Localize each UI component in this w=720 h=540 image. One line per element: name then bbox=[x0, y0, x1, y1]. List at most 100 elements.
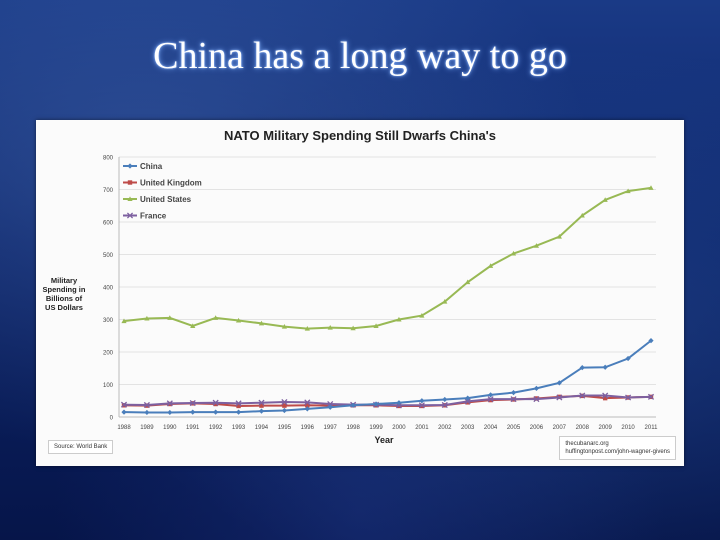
gridlines bbox=[118, 156, 656, 418]
data-point bbox=[305, 403, 310, 408]
data-point bbox=[236, 403, 241, 409]
data-point bbox=[126, 212, 134, 219]
x-tick-label: 1991 bbox=[186, 425, 200, 431]
data-point bbox=[282, 403, 287, 408]
data-point bbox=[259, 403, 264, 408]
data-point bbox=[487, 396, 494, 403]
x-axis-ticks: 1988 1989 1990 1991 1992 1993 1994 1995 1996 1997… bbox=[117, 425, 658, 431]
y-tick-label: 600 bbox=[103, 221, 114, 227]
y-tick-label: 300 bbox=[103, 318, 114, 324]
data-point bbox=[258, 408, 265, 414]
data-point bbox=[121, 318, 127, 324]
x-tick-label: 1997 bbox=[324, 425, 338, 431]
data-point bbox=[121, 409, 127, 415]
data-point bbox=[213, 315, 219, 320]
data-point bbox=[327, 400, 334, 408]
data-point bbox=[419, 313, 425, 318]
legend-label: United States bbox=[140, 195, 192, 204]
data-point bbox=[556, 380, 562, 386]
data-point bbox=[396, 400, 402, 406]
data-point bbox=[143, 401, 150, 409]
x-tick-label: 2003 bbox=[461, 425, 475, 431]
y-axis-ticks: 0 100 200 300 400 500 600 700 800 bbox=[103, 156, 114, 422]
y-tick-label: 0 bbox=[110, 416, 114, 422]
legend-item: China bbox=[123, 162, 163, 171]
legend: China United Kingdom United States France bbox=[123, 162, 202, 221]
x-axis-label: Year bbox=[374, 435, 394, 445]
data-point bbox=[127, 163, 133, 169]
data-point bbox=[189, 399, 196, 407]
y-axis-label-line: Spending in bbox=[43, 285, 86, 294]
data-point bbox=[625, 394, 632, 401]
data-point bbox=[281, 407, 287, 414]
chart-title: NATO Military Spending Still Dwarfs Chin… bbox=[224, 128, 496, 143]
data-point bbox=[350, 402, 356, 408]
data-point bbox=[602, 364, 608, 370]
data-point bbox=[127, 180, 133, 185]
y-tick-label: 200 bbox=[103, 351, 114, 357]
data-point bbox=[556, 394, 563, 401]
data-point bbox=[419, 398, 425, 404]
data-point bbox=[304, 406, 310, 412]
x-tick-label: 1995 bbox=[278, 425, 292, 431]
series-line bbox=[123, 339, 652, 414]
data-point bbox=[190, 409, 196, 415]
data-point bbox=[648, 338, 654, 344]
x-tick-label: 1994 bbox=[255, 425, 269, 431]
x-tick-label: 2010 bbox=[621, 425, 635, 431]
series-china bbox=[121, 338, 654, 416]
y-tick-label: 400 bbox=[103, 286, 114, 292]
data-point bbox=[281, 398, 288, 406]
data-point bbox=[579, 212, 585, 218]
x-tick-label: 1990 bbox=[163, 425, 177, 431]
data-point bbox=[373, 401, 379, 407]
data-point bbox=[373, 323, 379, 328]
x-tick-label: 2007 bbox=[553, 425, 567, 431]
data-point bbox=[647, 393, 655, 400]
data-point bbox=[190, 323, 196, 328]
x-tick-label: 1998 bbox=[346, 425, 360, 431]
data-point bbox=[625, 355, 631, 362]
x-tick-label: 2002 bbox=[438, 425, 452, 431]
x-tick-label: 2005 bbox=[507, 425, 521, 431]
data-point bbox=[510, 250, 517, 256]
y-tick-label: 100 bbox=[103, 383, 114, 389]
data-point bbox=[258, 399, 265, 406]
source-note: Source: World Bank bbox=[48, 440, 114, 454]
legend-item: France bbox=[123, 212, 167, 221]
y-axis-label-line: US Dollars bbox=[45, 303, 83, 312]
data-point bbox=[213, 401, 218, 407]
data-point bbox=[533, 385, 540, 391]
credit-line: huffingtonpost.com/john-wagner-givens bbox=[565, 449, 670, 455]
data-point bbox=[213, 409, 219, 415]
data-point bbox=[304, 399, 311, 406]
data-point bbox=[488, 263, 494, 268]
data-point bbox=[167, 315, 173, 320]
y-tick-label: 500 bbox=[103, 253, 114, 259]
x-tick-label: 2009 bbox=[598, 425, 612, 431]
data-point bbox=[235, 317, 242, 323]
series-line bbox=[123, 186, 652, 330]
series-lines bbox=[120, 185, 655, 416]
data-point bbox=[144, 409, 150, 416]
data-point bbox=[442, 396, 448, 403]
data-point bbox=[602, 392, 609, 399]
chart-image: NATO Military Spending Still Dwarfs Chin… bbox=[36, 120, 684, 466]
data-point bbox=[235, 400, 242, 407]
data-point bbox=[556, 234, 562, 239]
series-united-states bbox=[121, 185, 654, 331]
data-point bbox=[465, 279, 471, 285]
data-point bbox=[465, 395, 471, 401]
legend-label: France bbox=[140, 212, 167, 221]
x-tick-label: 2011 bbox=[645, 425, 659, 431]
data-point bbox=[488, 392, 494, 398]
line-chart: NATO Military Spending Still Dwarfs Chin… bbox=[43, 128, 659, 445]
data-point bbox=[212, 399, 219, 406]
y-tick-label: 700 bbox=[103, 188, 114, 194]
data-point bbox=[327, 325, 333, 330]
y-axis-label-line: Billions of bbox=[46, 294, 83, 303]
y-tick-label: 800 bbox=[103, 156, 114, 162]
data-point bbox=[510, 390, 517, 396]
data-point bbox=[418, 402, 425, 409]
